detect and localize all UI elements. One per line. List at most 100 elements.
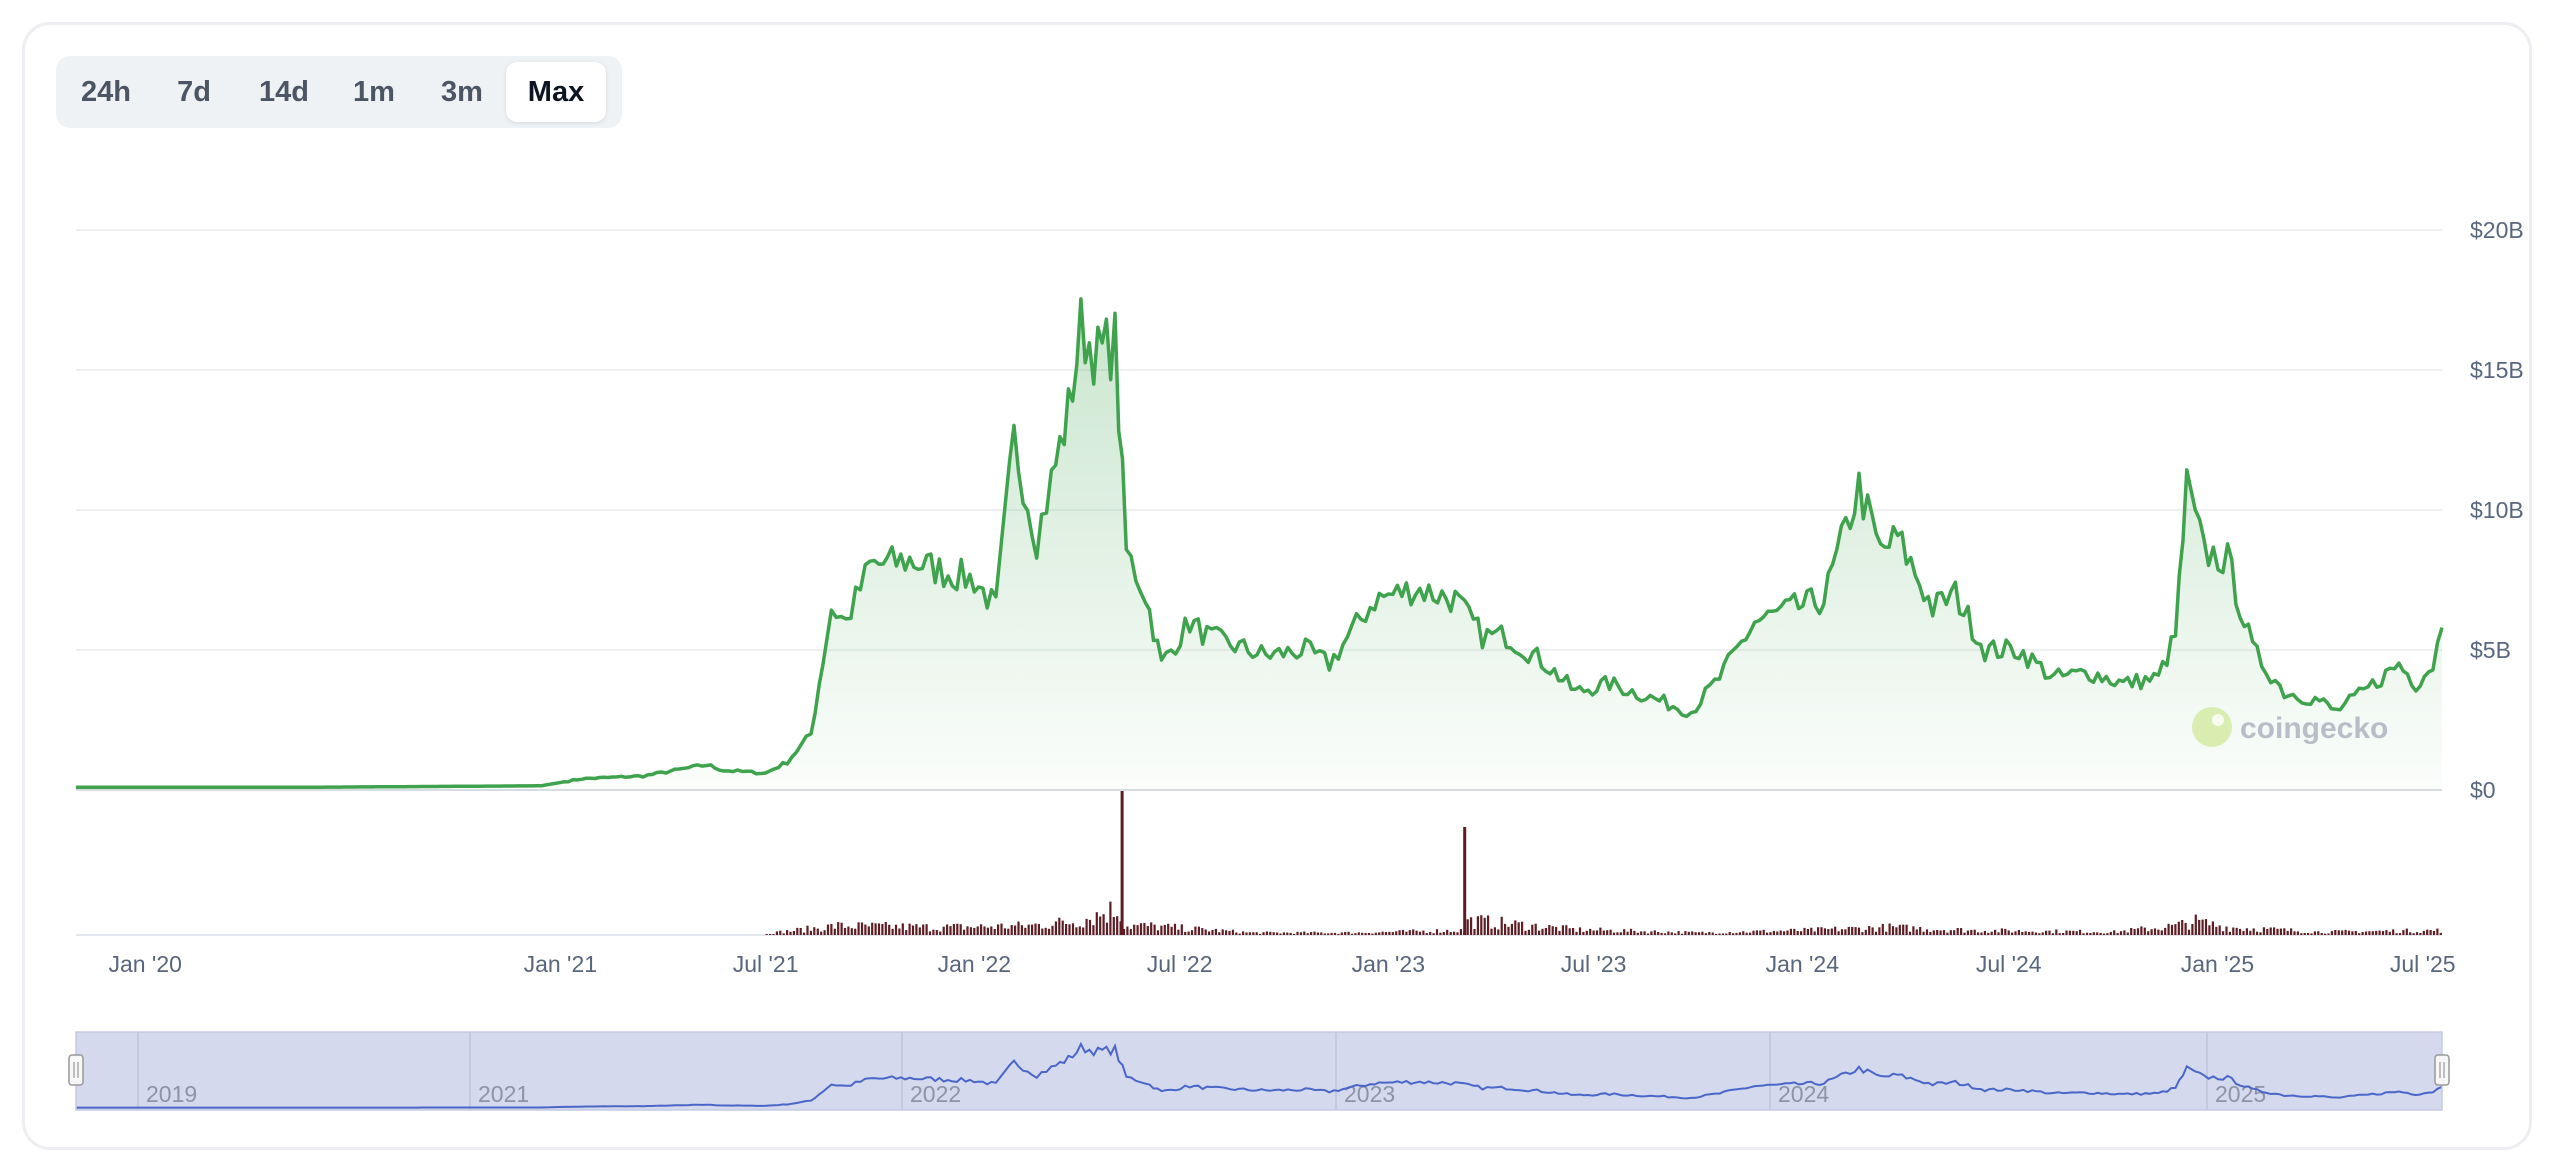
range-14d-button[interactable]: 14d xyxy=(259,76,309,108)
range-24h-button[interactable]: 24h xyxy=(81,76,131,108)
volume-bar xyxy=(2021,932,2024,935)
volume-bar xyxy=(823,930,826,935)
volume-bar xyxy=(2014,931,2017,935)
volume-bar xyxy=(1575,931,1578,935)
volume-bar xyxy=(2398,933,2402,935)
volume-bar xyxy=(1864,929,1867,935)
volume-bar xyxy=(803,932,806,935)
volume-bar xyxy=(1405,931,1408,935)
volume-bar xyxy=(1160,925,1163,935)
navigator-left-handle[interactable] xyxy=(68,1054,84,1086)
volume-bar xyxy=(1473,929,1476,935)
volume-bar xyxy=(1201,928,1204,935)
volume-bar xyxy=(2378,930,2381,935)
volume-bar xyxy=(1109,901,1112,935)
volume-bar xyxy=(1401,929,1405,935)
volume-bar xyxy=(1476,916,1479,935)
volume-bar xyxy=(1041,928,1044,935)
volume-bar xyxy=(2334,930,2337,935)
volume-bar xyxy=(1058,917,1061,935)
volume-bar xyxy=(2375,930,2378,935)
volume-bar xyxy=(894,924,898,935)
range-7d-button[interactable]: 7d xyxy=(177,76,211,108)
volume-bar xyxy=(2150,929,2153,935)
volume-bar xyxy=(2191,924,2194,935)
volume-bar xyxy=(1330,932,1333,935)
volume-bar xyxy=(2181,920,2184,935)
volume-bar xyxy=(1837,931,1840,935)
volume-bar xyxy=(1367,933,1371,935)
volume-bar xyxy=(1510,923,1513,935)
volume-bar xyxy=(901,923,904,935)
volume-bar xyxy=(1122,929,1126,935)
volume-bar xyxy=(2160,930,2163,935)
volume-bar xyxy=(1769,932,1772,935)
range-max-button[interactable]: Max xyxy=(506,62,606,122)
price-line[interactable] xyxy=(76,297,2444,789)
volume-bar xyxy=(1129,929,1132,935)
volume-bar xyxy=(1252,932,1255,935)
volume-bar xyxy=(1800,931,1803,935)
volume-bar xyxy=(1071,923,1075,935)
volume-bar xyxy=(1279,933,1282,935)
volume-bar xyxy=(1112,917,1115,935)
volume-bar xyxy=(976,926,979,935)
volume-bar xyxy=(1568,928,1571,935)
volume-bar xyxy=(925,924,928,935)
x-tick-label: Jul '21 xyxy=(733,951,799,977)
navigator-selection[interactable] xyxy=(76,1032,2442,1110)
y-tick-label: $5B xyxy=(2470,637,2511,663)
volume-bar xyxy=(1643,931,1646,935)
volume-bar xyxy=(1364,933,1367,935)
volume-bar xyxy=(765,934,768,935)
volume-bar xyxy=(1929,931,1932,935)
volume-bar xyxy=(2310,933,2313,935)
volume-bar xyxy=(2187,929,2191,935)
volume-bar xyxy=(1895,927,1898,935)
volume-bar xyxy=(2126,932,2129,935)
volume-bar xyxy=(2065,930,2068,935)
volume-bar xyxy=(1806,929,1809,935)
volume-bar xyxy=(2041,932,2044,935)
watermark-text: coingecko xyxy=(2240,712,2388,745)
range-1m-button[interactable]: 1m xyxy=(353,76,395,108)
range-3m-button[interactable]: 3m xyxy=(441,76,483,108)
volume-bar xyxy=(2344,929,2347,935)
volume-bar xyxy=(2364,931,2368,935)
volume-bar xyxy=(2266,928,2269,935)
volume-bar xyxy=(1398,930,1401,935)
volume-bar xyxy=(1874,931,1878,935)
volume-bar xyxy=(1527,929,1530,935)
volume-bar xyxy=(1146,926,1149,935)
volume-bar xyxy=(1851,926,1854,935)
volume-bar xyxy=(1517,922,1520,935)
volume-bar xyxy=(2130,928,2133,935)
volume-bar xyxy=(782,933,785,935)
volume-bar xyxy=(1915,929,1918,935)
volume-bar xyxy=(2007,930,2010,935)
volume-bar xyxy=(1674,933,1677,935)
range-navigator[interactable]: 2019 2021 2022 2023 2024 2025 xyxy=(68,1031,2450,1111)
volume-bar xyxy=(1640,931,1643,935)
volume-bar xyxy=(1704,933,1707,935)
volume-bar xyxy=(2439,932,2442,935)
volume-bar xyxy=(1082,927,1085,935)
volume-bar xyxy=(2004,928,2007,935)
volume-bar xyxy=(1480,915,1483,935)
volume-bar xyxy=(1054,921,1057,935)
volume-bar xyxy=(1150,922,1153,935)
volume-bar xyxy=(2361,932,2364,935)
volume-bar xyxy=(1908,931,1912,935)
volume-bar xyxy=(2392,929,2395,935)
volume-bar xyxy=(1248,932,1251,935)
volume-bar xyxy=(2283,928,2286,935)
volume-bar xyxy=(2276,928,2279,935)
volume-bar xyxy=(2252,928,2255,935)
navigator-right-handle[interactable] xyxy=(2434,1054,2450,1086)
volume-bar xyxy=(2245,928,2248,935)
volume-bar xyxy=(1245,932,1248,935)
x-tick-label: Jan '23 xyxy=(1352,951,1425,977)
gecko-eye-icon xyxy=(2212,714,2224,726)
volume-bar xyxy=(1701,931,1704,935)
